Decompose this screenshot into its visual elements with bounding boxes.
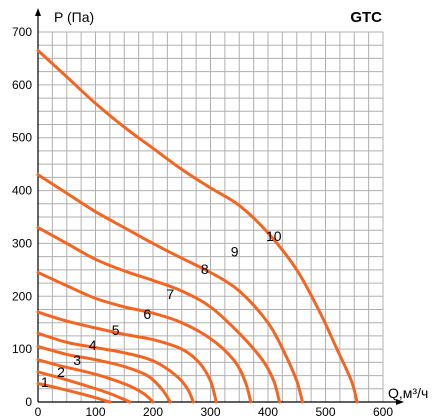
curve-8: [36, 226, 281, 404]
curve-label-9: 9: [231, 244, 239, 260]
curve-label-10: 10: [266, 228, 282, 244]
y-axis-arrow-icon: [35, 8, 41, 16]
x-tick-label: 0: [35, 405, 42, 419]
y-tick-label: 700: [12, 25, 32, 39]
curve-label-8: 8: [201, 261, 209, 277]
curve-label-7: 7: [166, 286, 174, 302]
curve-2: [36, 370, 132, 404]
curve-label-5: 5: [112, 322, 120, 338]
curve-label-6: 6: [143, 306, 151, 322]
curve-7: [36, 271, 253, 404]
curve-3: [36, 358, 155, 404]
tick-labels: 0 100 200 300 400 500 600 0 100 200 300 400 500 600 70…: [12, 25, 393, 419]
curve-label-4: 4: [89, 337, 97, 353]
curve-10: [36, 49, 359, 404]
x-axis-title: Q,м³/ч: [388, 385, 428, 401]
chart-title: GTC: [350, 9, 382, 26]
grid: [38, 31, 384, 402]
x-tick-label: 200: [143, 405, 163, 419]
curve-1: [36, 382, 112, 404]
x-tick-label: 300: [200, 405, 220, 419]
curve-label-3: 3: [73, 352, 81, 368]
x-tick-label: 100: [85, 405, 105, 419]
x-axis-arrow-icon: [396, 399, 404, 405]
y-tick-label: 0: [25, 395, 32, 409]
x-tick-label: 500: [315, 405, 335, 419]
curve-label-1: 1: [41, 374, 49, 390]
curve-label-2: 2: [57, 364, 65, 380]
y-tick-label: 500: [12, 131, 32, 145]
x-tick-label: 400: [258, 405, 278, 419]
axes: [35, 8, 404, 405]
y-axis-title: P (Па): [54, 9, 94, 25]
y-tick-label: 300: [12, 236, 32, 250]
y-tick-label: 200: [12, 289, 32, 303]
curves: [36, 49, 359, 404]
x-tick-label: 600: [373, 405, 393, 419]
y-tick-label: 600: [12, 78, 32, 92]
curve-4: [36, 345, 172, 404]
curve-9: [36, 173, 304, 404]
y-tick-label: 100: [12, 342, 32, 356]
curve-6: [36, 310, 218, 404]
y-tick-label: 400: [12, 184, 32, 198]
curve-5: [36, 331, 195, 404]
